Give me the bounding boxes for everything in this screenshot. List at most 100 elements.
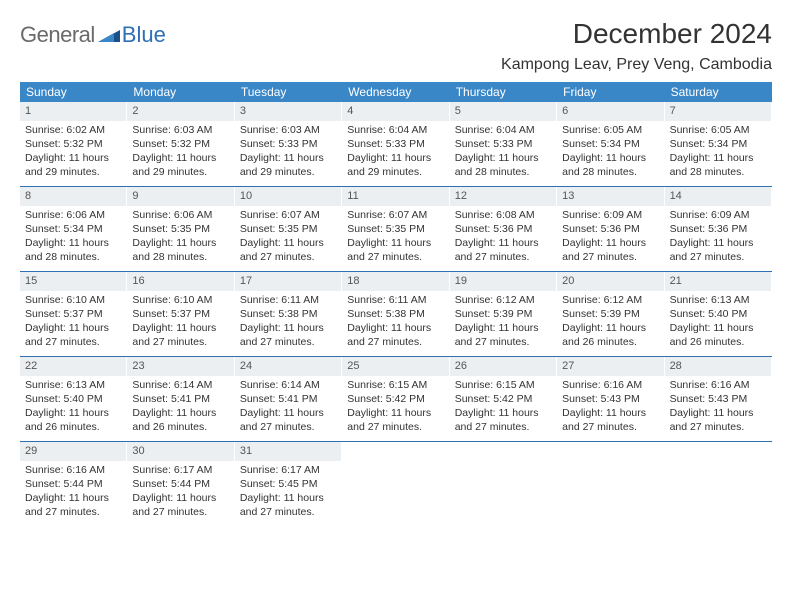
- day-content: Sunrise: 6:14 AMSunset: 5:41 PMDaylight:…: [235, 376, 341, 441]
- sunset-line: Sunset: 5:35 PM: [132, 222, 228, 236]
- day-content: Sunrise: 6:08 AMSunset: 5:36 PMDaylight:…: [450, 206, 556, 271]
- sunrise-line: Sunrise: 6:06 AM: [132, 208, 228, 222]
- daylight-line: Daylight: 11 hours and 27 minutes.: [240, 321, 336, 349]
- sunset-line: Sunset: 5:38 PM: [240, 307, 336, 321]
- sunset-line: Sunset: 5:34 PM: [670, 137, 766, 151]
- calendar-page: General Blue December 2024 Kampong Leav,…: [0, 0, 792, 536]
- daylight-line: Daylight: 11 hours and 27 minutes.: [347, 236, 443, 264]
- day-number: 11: [342, 187, 448, 206]
- sunrise-line: Sunrise: 6:05 AM: [562, 123, 658, 137]
- sunset-line: Sunset: 5:37 PM: [132, 307, 228, 321]
- daylight-line: Daylight: 11 hours and 26 minutes.: [25, 406, 121, 434]
- sunset-line: Sunset: 5:45 PM: [240, 477, 336, 491]
- day-content: Sunrise: 6:12 AMSunset: 5:39 PMDaylight:…: [557, 291, 663, 356]
- day-number: 27: [557, 357, 663, 376]
- day-content: Sunrise: 6:03 AMSunset: 5:33 PMDaylight:…: [235, 121, 341, 186]
- day-cell: 9Sunrise: 6:06 AMSunset: 5:35 PMDaylight…: [127, 187, 234, 271]
- day-cell: [557, 442, 664, 526]
- day-content: Sunrise: 6:11 AMSunset: 5:38 PMDaylight:…: [342, 291, 448, 356]
- day-cell: 14Sunrise: 6:09 AMSunset: 5:36 PMDayligh…: [665, 187, 772, 271]
- day-number: 15: [20, 272, 126, 291]
- sunset-line: Sunset: 5:34 PM: [562, 137, 658, 151]
- daylight-line: Daylight: 11 hours and 27 minutes.: [670, 406, 766, 434]
- location-text: Kampong Leav, Prey Veng, Cambodia: [501, 56, 772, 74]
- day-cell: 26Sunrise: 6:15 AMSunset: 5:42 PMDayligh…: [450, 357, 557, 441]
- day-content: Sunrise: 6:09 AMSunset: 5:36 PMDaylight:…: [557, 206, 663, 271]
- daylight-line: Daylight: 11 hours and 27 minutes.: [347, 406, 443, 434]
- sunset-line: Sunset: 5:32 PM: [132, 137, 228, 151]
- day-cell: 18Sunrise: 6:11 AMSunset: 5:38 PMDayligh…: [342, 272, 449, 356]
- sunrise-line: Sunrise: 6:14 AM: [240, 378, 336, 392]
- day-content: Sunrise: 6:04 AMSunset: 5:33 PMDaylight:…: [342, 121, 448, 186]
- sunrise-line: Sunrise: 6:15 AM: [455, 378, 551, 392]
- daylight-line: Daylight: 11 hours and 26 minutes.: [562, 321, 658, 349]
- month-title: December 2024: [501, 18, 772, 50]
- daylight-line: Daylight: 11 hours and 26 minutes.: [670, 321, 766, 349]
- day-content: Sunrise: 6:12 AMSunset: 5:39 PMDaylight:…: [450, 291, 556, 356]
- weekday-header: Tuesday: [235, 82, 342, 102]
- daylight-line: Daylight: 11 hours and 27 minutes.: [25, 491, 121, 519]
- daylight-line: Daylight: 11 hours and 29 minutes.: [347, 151, 443, 179]
- sunrise-line: Sunrise: 6:03 AM: [240, 123, 336, 137]
- sunset-line: Sunset: 5:37 PM: [25, 307, 121, 321]
- day-number: 4: [342, 102, 448, 121]
- day-content: Sunrise: 6:15 AMSunset: 5:42 PMDaylight:…: [342, 376, 448, 441]
- header-row: General Blue December 2024 Kampong Leav,…: [20, 18, 772, 80]
- sunrise-line: Sunrise: 6:02 AM: [25, 123, 121, 137]
- day-cell: 2Sunrise: 6:03 AMSunset: 5:32 PMDaylight…: [127, 102, 234, 186]
- day-cell: 5Sunrise: 6:04 AMSunset: 5:33 PMDaylight…: [450, 102, 557, 186]
- day-number: 23: [127, 357, 233, 376]
- sunset-line: Sunset: 5:33 PM: [347, 137, 443, 151]
- day-content: Sunrise: 6:07 AMSunset: 5:35 PMDaylight:…: [342, 206, 448, 271]
- sunrise-line: Sunrise: 6:13 AM: [670, 293, 766, 307]
- day-content: Sunrise: 6:16 AMSunset: 5:43 PMDaylight:…: [557, 376, 663, 441]
- day-cell: [342, 442, 449, 526]
- day-cell: 22Sunrise: 6:13 AMSunset: 5:40 PMDayligh…: [20, 357, 127, 441]
- day-number: 19: [450, 272, 556, 291]
- sunset-line: Sunset: 5:42 PM: [347, 392, 443, 406]
- weekday-header: Wednesday: [342, 82, 449, 102]
- day-cell: 24Sunrise: 6:14 AMSunset: 5:41 PMDayligh…: [235, 357, 342, 441]
- daylight-line: Daylight: 11 hours and 29 minutes.: [132, 151, 228, 179]
- sunrise-line: Sunrise: 6:14 AM: [132, 378, 228, 392]
- sunrise-line: Sunrise: 6:16 AM: [670, 378, 766, 392]
- daylight-line: Daylight: 11 hours and 28 minutes.: [455, 151, 551, 179]
- sunrise-line: Sunrise: 6:04 AM: [347, 123, 443, 137]
- day-cell: 15Sunrise: 6:10 AMSunset: 5:37 PMDayligh…: [20, 272, 127, 356]
- daylight-line: Daylight: 11 hours and 27 minutes.: [455, 236, 551, 264]
- sunrise-line: Sunrise: 6:12 AM: [455, 293, 551, 307]
- sunrise-line: Sunrise: 6:10 AM: [132, 293, 228, 307]
- calendar-body: 1Sunrise: 6:02 AMSunset: 5:32 PMDaylight…: [20, 102, 772, 526]
- logo: General Blue: [20, 22, 166, 48]
- sunset-line: Sunset: 5:39 PM: [562, 307, 658, 321]
- day-number: 30: [127, 442, 233, 461]
- day-cell: 19Sunrise: 6:12 AMSunset: 5:39 PMDayligh…: [450, 272, 557, 356]
- daylight-line: Daylight: 11 hours and 28 minutes.: [670, 151, 766, 179]
- sunset-line: Sunset: 5:41 PM: [240, 392, 336, 406]
- sunset-line: Sunset: 5:36 PM: [455, 222, 551, 236]
- daylight-line: Daylight: 11 hours and 29 minutes.: [25, 151, 121, 179]
- day-content: Sunrise: 6:06 AMSunset: 5:34 PMDaylight:…: [20, 206, 126, 271]
- sunset-line: Sunset: 5:40 PM: [25, 392, 121, 406]
- logo-word-blue: Blue: [122, 22, 166, 48]
- day-cell: 11Sunrise: 6:07 AMSunset: 5:35 PMDayligh…: [342, 187, 449, 271]
- sunrise-line: Sunrise: 6:09 AM: [670, 208, 766, 222]
- weekday-header: Saturday: [665, 82, 772, 102]
- day-number: 17: [235, 272, 341, 291]
- sunset-line: Sunset: 5:44 PM: [25, 477, 121, 491]
- day-content: Sunrise: 6:10 AMSunset: 5:37 PMDaylight:…: [20, 291, 126, 356]
- sunrise-line: Sunrise: 6:07 AM: [347, 208, 443, 222]
- day-number: 16: [127, 272, 233, 291]
- day-content: Sunrise: 6:11 AMSunset: 5:38 PMDaylight:…: [235, 291, 341, 356]
- day-cell: 31Sunrise: 6:17 AMSunset: 5:45 PMDayligh…: [235, 442, 342, 526]
- daylight-line: Daylight: 11 hours and 27 minutes.: [132, 491, 228, 519]
- day-number: 13: [557, 187, 663, 206]
- day-content: Sunrise: 6:04 AMSunset: 5:33 PMDaylight:…: [450, 121, 556, 186]
- day-cell: 10Sunrise: 6:07 AMSunset: 5:35 PMDayligh…: [235, 187, 342, 271]
- sunset-line: Sunset: 5:39 PM: [455, 307, 551, 321]
- sunset-line: Sunset: 5:41 PM: [132, 392, 228, 406]
- sunrise-line: Sunrise: 6:05 AM: [670, 123, 766, 137]
- daylight-line: Daylight: 11 hours and 28 minutes.: [25, 236, 121, 264]
- sunset-line: Sunset: 5:44 PM: [132, 477, 228, 491]
- day-content: Sunrise: 6:02 AMSunset: 5:32 PMDaylight:…: [20, 121, 126, 186]
